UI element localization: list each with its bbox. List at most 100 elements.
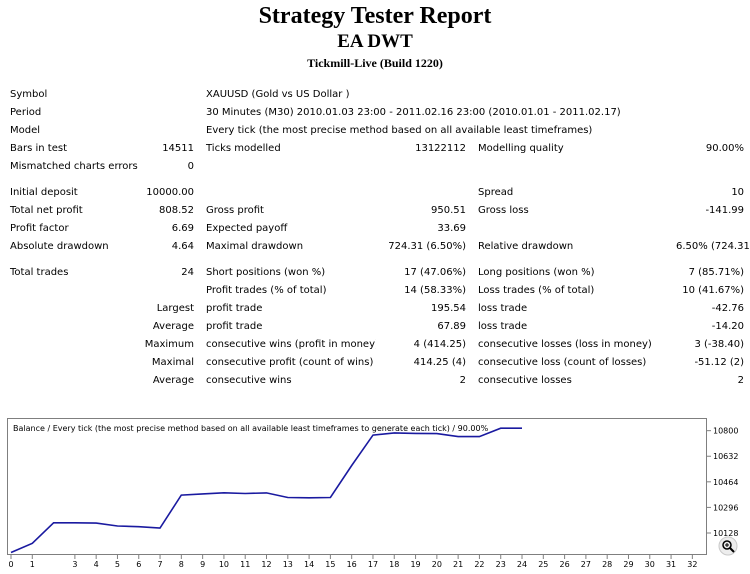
- average-profit-value: 67.89: [437, 320, 466, 332]
- gross-profit-label: Gross profit: [206, 204, 264, 216]
- gross-loss-value: -141.99: [705, 204, 745, 216]
- row-maximal: Maximal consecutive profit (count of win…: [0, 353, 750, 371]
- x-tick-label: 16: [347, 560, 357, 569]
- profit-factor-cell: Profit factor 6.69: [0, 219, 200, 237]
- x-tick-label: 4: [94, 560, 99, 569]
- row-mismatch: Mismatched charts errors 0: [0, 157, 750, 175]
- y-tick-labels: 10128 10296 10464 10632 10800: [713, 427, 738, 538]
- max-cons-losses-value: 3 (-38.40): [694, 338, 745, 350]
- x-tick-label: 6: [136, 560, 141, 569]
- gross-loss-label: Gross loss: [478, 204, 529, 216]
- bars-cell: Bars in test 14511: [0, 139, 200, 157]
- largest-loss-value: -42.76: [711, 302, 745, 314]
- row-total-trades: Total trades 24 Short positions (won %) …: [0, 263, 750, 281]
- initial-deposit-value: 10000.00: [146, 186, 194, 198]
- row-symbol: Symbol XAUUSD (Gold vs US Dollar ): [0, 85, 750, 103]
- x-tick-label: 19: [410, 560, 420, 569]
- x-tick-label: 7: [157, 560, 162, 569]
- average-loss-value: -14.20: [711, 320, 745, 332]
- rel-dd-value: 6.50% (724.31): [676, 240, 750, 252]
- x-tick-label: 8: [179, 560, 184, 569]
- profit-factor-value: 6.69: [171, 222, 194, 234]
- long-label: Long positions (won %): [478, 266, 595, 278]
- mismatch-label: Mismatched charts errors: [10, 160, 138, 172]
- x-tick-label: 17: [368, 560, 378, 569]
- avg-cons-losses-label: consecutive losses: [478, 374, 572, 386]
- magnifier-plus-icon[interactable]: [718, 536, 738, 556]
- x-tick-label: 32: [687, 560, 697, 569]
- avg-cons-wins-label: consecutive wins: [206, 374, 292, 386]
- plot-frame: [7, 418, 707, 555]
- mismatch-cell: Mismatched charts errors 0: [0, 157, 200, 175]
- total-trades-cell: Total trades 24: [0, 263, 200, 281]
- quality-label: Modelling quality: [478, 142, 564, 154]
- report-table: Symbol XAUUSD (Gold vs US Dollar ) Perio…: [0, 85, 750, 389]
- maximal-cons-profit-value: 414.25 (4): [413, 356, 466, 368]
- x-tick-label: 30: [645, 560, 655, 569]
- abs-dd-cell: Absolute drawdown 4.64: [0, 237, 200, 255]
- x-tick-label: 1: [30, 560, 35, 569]
- x-tick-label: 28: [602, 560, 612, 569]
- row-net-profit: Total net profit 808.52 Gross profit 950…: [0, 201, 750, 219]
- report-title: Strategy Tester Report: [258, 3, 492, 29]
- x-tick-label: 12: [261, 560, 271, 569]
- y-tick-label: 10632: [713, 452, 738, 461]
- row-profit-trades: Profit trades (% of total) 14 (58.33%) L…: [0, 281, 750, 299]
- x-tick-label: 27: [581, 560, 591, 569]
- max-cons-wins-value: 4 (414.25): [413, 338, 466, 350]
- period-value: 30 Minutes (M30) 2010.01.03 23:00 - 2011…: [206, 106, 621, 118]
- initial-deposit-label: Initial deposit: [10, 186, 78, 198]
- quality-value: 90.00%: [705, 142, 745, 154]
- net-profit-value: 808.52: [159, 204, 194, 216]
- avg-cons-wins-value: 2: [459, 374, 466, 386]
- x-tick-label: 5: [115, 560, 120, 569]
- row-deposit: Initial deposit 10000.00 Spread 10: [0, 183, 750, 201]
- x-tick-label: 18: [389, 560, 399, 569]
- row-average: Average profit trade 67.89 loss trade -1…: [0, 317, 750, 335]
- x-tick-label: 9: [200, 560, 205, 569]
- loss-trades-label: Loss trades (% of total): [478, 284, 595, 296]
- max-cons-losses-label: consecutive losses (loss in money): [478, 338, 652, 350]
- bars-label: Bars in test: [10, 142, 67, 154]
- spread-label: Spread: [478, 186, 514, 198]
- short-label: Short positions (won %): [206, 266, 326, 278]
- short-value: 17 (47.06%): [404, 266, 466, 278]
- row-maximum: Maximum consecutive wins (profit in mone…: [0, 335, 750, 353]
- symbol-value: XAUUSD (Gold vs US Dollar ): [206, 88, 350, 100]
- x-tick-label: 15: [325, 560, 335, 569]
- y-tick-label: 10296: [713, 503, 738, 512]
- avg-cons-losses-value: 2: [737, 374, 745, 386]
- x-tick-label: 14: [304, 560, 314, 569]
- rel-dd-label: Relative drawdown: [478, 240, 574, 252]
- abs-dd-value: 4.64: [171, 240, 194, 252]
- grid: [10, 430, 711, 559]
- largest-loss-label: loss trade: [478, 302, 528, 314]
- max-cons-wins-label: consecutive wins (profit in money): [206, 338, 376, 350]
- average-loss-label: loss trade: [478, 320, 528, 332]
- y-tick-label: 10128: [713, 529, 738, 538]
- maximum-label: Maximum: [144, 338, 194, 350]
- avg-cons-label: Average: [152, 374, 194, 386]
- net-profit-label: Total net profit: [10, 204, 83, 216]
- ticks-label: Ticks modelled: [206, 142, 281, 154]
- balance-line: [10, 427, 522, 554]
- row-average-cons: Average consecutive wins 2 consecutive l…: [0, 371, 750, 389]
- largest-label: Largest: [156, 302, 194, 314]
- x-tick-label: 23: [496, 560, 506, 569]
- y-tick-label: 10800: [713, 427, 738, 436]
- symbol-label: Symbol: [10, 88, 48, 100]
- model-value: Every tick (the most precise method base…: [206, 124, 593, 136]
- total-trades-value: 24: [181, 266, 194, 278]
- gross-profit-value: 950.51: [431, 204, 466, 216]
- chart-title: Balance / Every tick (the most precise m…: [13, 424, 489, 433]
- period-label: Period: [10, 106, 42, 118]
- x-tick-label: 25: [538, 560, 548, 569]
- profit-factor-label: Profit factor: [10, 222, 69, 234]
- x-tick-label: 22: [474, 560, 484, 569]
- spread-value: 10: [731, 186, 745, 198]
- ticks-value: 13122112: [415, 142, 466, 154]
- bars-value: 14511: [162, 142, 194, 154]
- x-tick-label: 13: [283, 560, 293, 569]
- row-drawdown: Absolute drawdown 4.64 Maximal drawdown …: [0, 237, 750, 255]
- x-tick-label: 0: [8, 560, 13, 569]
